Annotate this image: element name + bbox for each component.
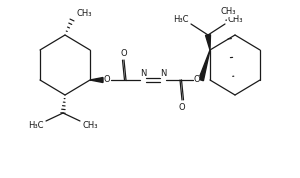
Text: CH₃: CH₃ [76, 9, 92, 17]
Text: N: N [140, 69, 146, 77]
Text: O: O [104, 75, 110, 85]
Text: N: N [160, 69, 166, 77]
Text: CH₃: CH₃ [82, 121, 98, 130]
Text: O: O [121, 48, 127, 57]
Polygon shape [90, 77, 103, 82]
Polygon shape [206, 35, 211, 50]
Text: H₃C: H₃C [173, 15, 189, 25]
Text: O: O [194, 75, 200, 85]
Text: H₃C: H₃C [28, 121, 44, 130]
Text: O: O [179, 103, 185, 111]
Polygon shape [199, 50, 210, 81]
Text: CH₃: CH₃ [227, 15, 243, 25]
Text: CH₃: CH₃ [220, 7, 236, 17]
